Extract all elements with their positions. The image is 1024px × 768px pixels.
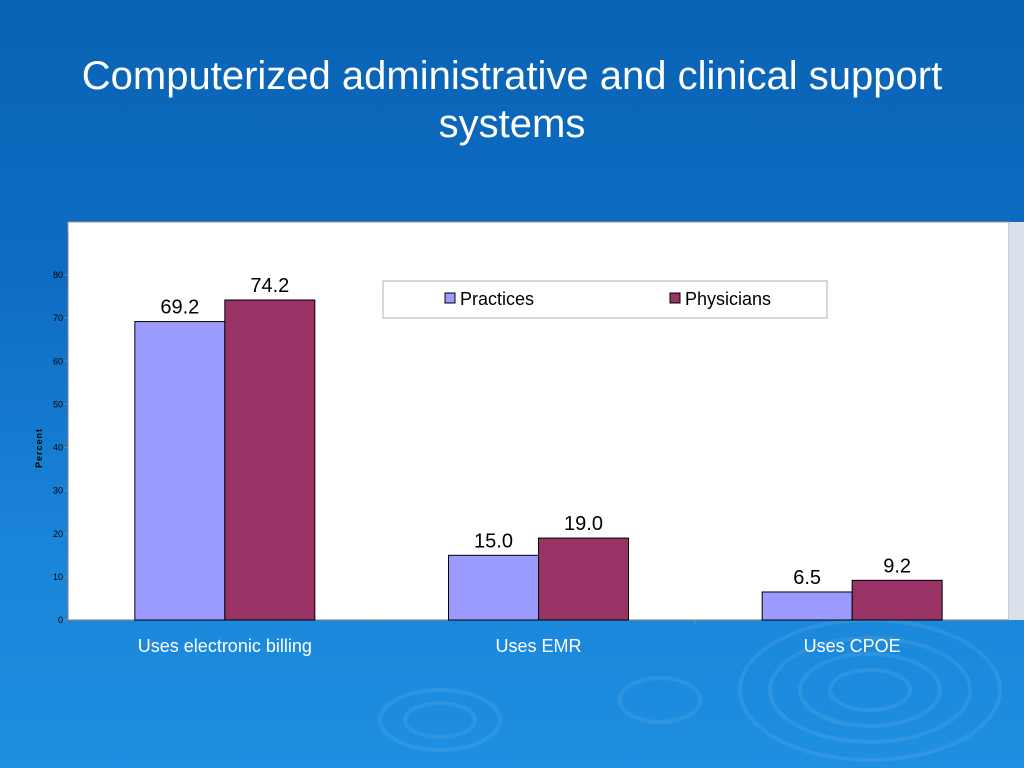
data-label-practices: 15.0 — [474, 530, 513, 552]
y-tick-label: 70 — [53, 313, 63, 323]
y-tick-label: 30 — [53, 486, 63, 496]
data-label-practices: 69.2 — [160, 297, 199, 319]
data-label-physicians: 74.2 — [250, 275, 289, 297]
legend-label-physicians: Physicians — [685, 289, 771, 309]
legend-label-practices: Practices — [460, 289, 534, 309]
bar-physicians — [538, 537, 629, 621]
y-tick-label: 10 — [53, 572, 63, 582]
legend: Practices Physicians — [382, 280, 828, 319]
y-tick-label: 60 — [53, 356, 63, 366]
y-tick-label: 80 — [53, 270, 63, 280]
category-label: Uses CPOE — [804, 636, 901, 656]
bar-practices — [448, 554, 539, 621]
data-label-practices: 6.5 — [793, 567, 821, 589]
y-tick-label: 20 — [53, 529, 63, 539]
bar-practices — [761, 591, 853, 621]
legend-box — [382, 280, 828, 319]
y-tick-label: 40 — [53, 443, 63, 453]
bar-physicians — [224, 299, 316, 621]
right-edge-band — [1009, 222, 1024, 620]
slide-title: Computerized administrative and clinical… — [81, 54, 943, 146]
bar-physicians — [851, 579, 943, 621]
legend-swatch-physicians — [669, 292, 681, 304]
y-axis-label: Percent — [34, 428, 44, 468]
bar-practices — [134, 321, 226, 621]
legend-swatch-practices — [444, 292, 456, 304]
data-label-physicians: 9.2 — [883, 555, 911, 577]
category-label: Uses EMR — [495, 636, 581, 656]
y-tick-label: 50 — [53, 399, 63, 409]
category-label: Uses electronic billing — [138, 636, 312, 656]
y-tick-label: 0 — [58, 615, 63, 625]
data-label-physicians: 19.0 — [564, 513, 603, 535]
